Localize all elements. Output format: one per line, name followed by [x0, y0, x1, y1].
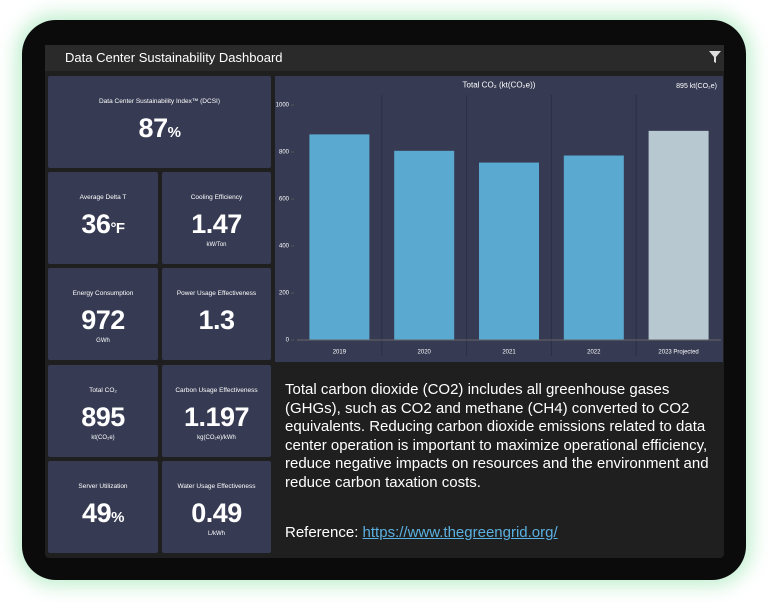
bar: [394, 150, 455, 340]
reference: Reference: https://www.thegreengrid.org/: [285, 524, 558, 541]
kpi-label: Cooling Efficiency: [190, 194, 243, 201]
kpi-unit: kW/Ton: [206, 242, 227, 248]
kpi-unit: %: [111, 509, 124, 526]
description: Total carbon dioxide (CO2) includes all …: [285, 381, 709, 491]
kpi-number: 972: [81, 305, 125, 335]
kpi-unit: %: [167, 124, 181, 141]
kpi-card: Average Delta T 36°F: [48, 172, 158, 264]
kpi-unit: °F: [110, 220, 125, 237]
x-tick-label: 2020: [418, 350, 432, 356]
kpi-value: 1.47: [162, 209, 271, 240]
kpi-number: 1.197: [183, 402, 250, 432]
kpi-card: Water Usage Effectiveness 0.49 L/kWh: [162, 461, 271, 553]
bar: [479, 162, 539, 340]
kpi-number: 1.3: [198, 305, 235, 335]
x-tick-label: 2021: [502, 350, 516, 356]
kpi-label: Data Center Sustainability Index™ (DCSI): [98, 98, 221, 105]
filter-icon[interactable]: [708, 50, 722, 64]
x-tick-label: 2022: [587, 350, 601, 356]
kpi-value: 0.49: [162, 498, 271, 529]
kpi-label: Average Delta T: [79, 194, 127, 201]
reference-link[interactable]: https://www.thegreengrid.org/: [362, 524, 558, 541]
kpi-label: Energy Consumption: [72, 290, 134, 297]
kpi-value: 972: [48, 305, 158, 336]
kpi-label: Total CO₂: [89, 387, 117, 394]
kpi-number: 0.49: [191, 498, 242, 528]
kpi-value: 1.3: [162, 305, 271, 336]
kpi-unit: L/kWh: [207, 531, 225, 537]
dashboard-title: Data Center Sustainability Dashboard: [65, 50, 283, 65]
kpi-card: Power Usage Effectiveness 1.3: [162, 268, 271, 360]
y-tick-label: 200: [279, 291, 290, 297]
kpi-number: 87: [138, 113, 169, 143]
bar: [563, 155, 624, 340]
y-tick-label: 0: [286, 338, 290, 344]
kpi-card: Energy Consumption 972 GWh: [48, 268, 158, 360]
x-tick-label: 2023 Projected: [658, 350, 698, 356]
kpi-label: Carbon Usage Effectiveness: [175, 387, 258, 394]
kpi-value: 87%: [48, 113, 271, 144]
chart-panel: Total CO₂ (kt(CO₂e)) 895 kt(CO₂e) 0 200 40…: [275, 76, 723, 362]
kpi-card: Server Utilization 49%: [48, 461, 158, 553]
bar: [309, 134, 370, 340]
chart-annotation: 895 kt(CO₂e): [676, 83, 717, 90]
kpi-label: Server Utilization: [78, 483, 128, 490]
kpi-unit: kt(CO₂e): [91, 435, 115, 441]
kpi-value: 895: [48, 402, 158, 433]
kpi-label: Water Usage Effectiveness: [177, 483, 256, 490]
kpi-number: 36: [81, 209, 111, 239]
y-tick-label: 600: [279, 197, 290, 203]
kpi-card: Data Center Sustainability Index™ (DCSI)…: [48, 76, 271, 168]
kpi-value: 36°F: [48, 209, 158, 240]
kpi-unit: kg(CO₂e)/kWh: [197, 435, 236, 441]
y-tick-label: 800: [279, 150, 290, 156]
header-bar: [45, 45, 724, 71]
y-tick-label: 1000: [276, 103, 290, 109]
kpi-number: 49: [82, 498, 112, 528]
bar: [648, 130, 709, 340]
chart: Total CO₂ (kt(CO₂e)) 895 kt(CO₂e) 0 200 40…: [276, 81, 721, 356]
kpi-number: 1.47: [191, 209, 242, 239]
kpi-value: 1.197: [162, 402, 271, 433]
reference-label: Reference:: [285, 524, 359, 541]
kpi-unit: GWh: [96, 338, 110, 344]
kpi-label: Power Usage Effectiveness: [176, 290, 257, 297]
y-tick-label: 400: [279, 244, 290, 250]
kpi-number: 895: [81, 402, 125, 432]
kpi-card: Carbon Usage Effectiveness 1.197 kg(CO₂e)/…: [162, 365, 271, 457]
chart-title: Total CO₂ (kt(CO₂e)): [463, 81, 536, 90]
kpi-card: Total CO₂ 895 kt(CO₂e): [48, 365, 158, 457]
x-tick-label: 2019: [333, 350, 347, 356]
kpi-value: 49%: [48, 498, 158, 529]
kpi-card: Cooling Efficiency 1.47 kW/Ton: [162, 172, 271, 264]
